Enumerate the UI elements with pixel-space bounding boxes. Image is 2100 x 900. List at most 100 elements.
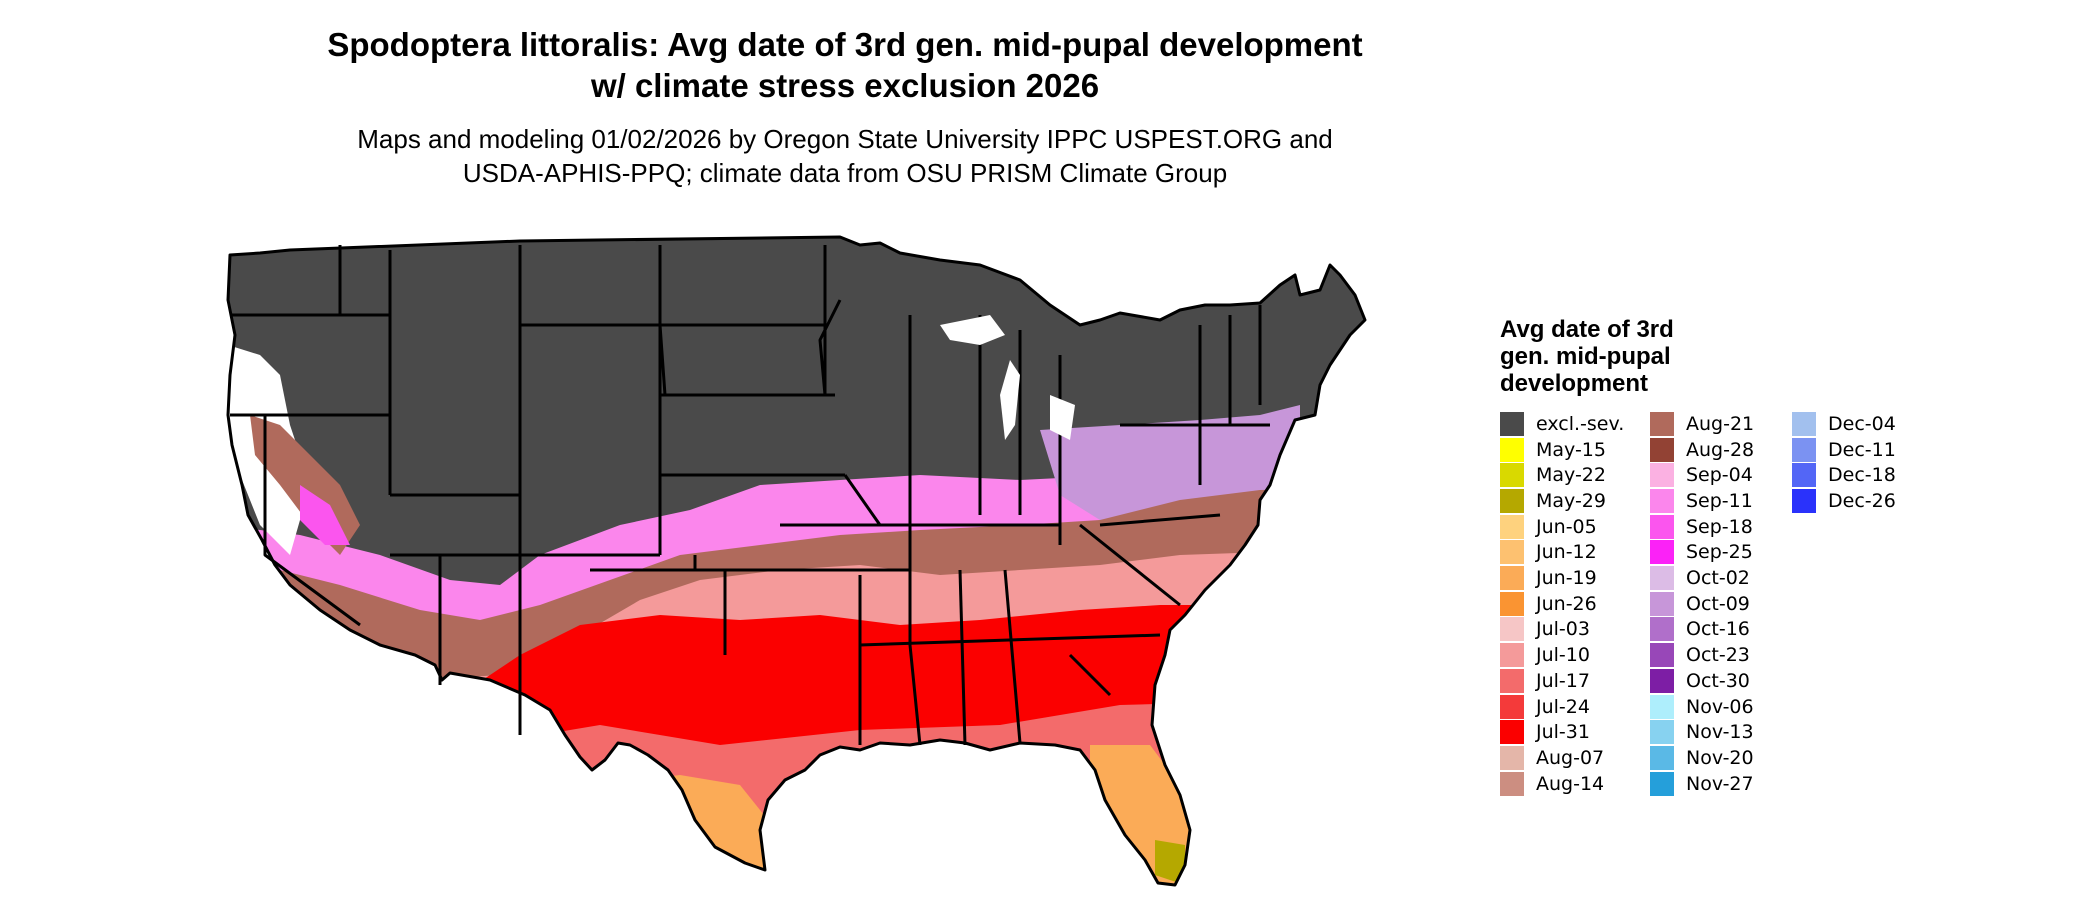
legend-swatch bbox=[1500, 540, 1524, 565]
legend-item: Oct-30 bbox=[1650, 668, 1750, 694]
legend-label: Nov-20 bbox=[1686, 746, 1754, 769]
legend-label: Jun-12 bbox=[1536, 541, 1597, 564]
legend-item: Aug-07 bbox=[1500, 745, 1604, 771]
legend-swatch bbox=[1500, 514, 1524, 539]
legend-item: Aug-21 bbox=[1650, 411, 1754, 437]
legend-item: Aug-14 bbox=[1500, 771, 1604, 797]
legend-item: Jul-24 bbox=[1500, 694, 1590, 720]
legend-item: Jul-31 bbox=[1500, 719, 1590, 745]
legend-swatch bbox=[1500, 566, 1524, 591]
legend-label: Oct-02 bbox=[1686, 567, 1750, 590]
legend-swatch bbox=[1650, 745, 1674, 770]
legend-swatch bbox=[1792, 411, 1816, 436]
map-subtitle-line-1: Maps and modeling 01/02/2026 by Oregon S… bbox=[357, 124, 1333, 154]
map-legend: Avg date of 3rd gen. mid-pupal developme… bbox=[1500, 316, 1920, 811]
legend-label: Dec-26 bbox=[1828, 489, 1896, 512]
legend-label: May-29 bbox=[1536, 489, 1606, 512]
legend-swatch bbox=[1500, 463, 1524, 488]
lake-superior bbox=[940, 315, 1005, 345]
legend-label: Sep-11 bbox=[1686, 489, 1753, 512]
legend-label: Jun-26 bbox=[1536, 592, 1597, 615]
legend-swatch bbox=[1650, 488, 1674, 513]
legend-swatch bbox=[1650, 437, 1674, 462]
legend-item: Dec-04 bbox=[1792, 411, 1896, 437]
state-borders bbox=[226, 235, 1367, 887]
legend-item: Oct-09 bbox=[1650, 591, 1750, 617]
legend-swatch bbox=[1650, 617, 1674, 642]
legend-swatch bbox=[1650, 540, 1674, 565]
legend-label: Oct-16 bbox=[1686, 618, 1750, 641]
legend-swatch bbox=[1500, 411, 1524, 436]
legend-item: Jul-17 bbox=[1500, 668, 1590, 694]
legend-item: Jun-19 bbox=[1500, 565, 1597, 591]
legend-title: Avg date of 3rd gen. mid-pupal developme… bbox=[1500, 316, 1740, 397]
legend-item: Nov-27 bbox=[1650, 771, 1754, 797]
legend-item: Dec-18 bbox=[1792, 462, 1896, 488]
zone-california-pink bbox=[300, 485, 350, 545]
legend-item: Oct-23 bbox=[1650, 642, 1750, 668]
legend-swatch bbox=[1792, 437, 1816, 462]
map-subtitle: Maps and modeling 01/02/2026 by Oregon S… bbox=[0, 122, 1690, 190]
map-title-line-1: Spodoptera littoralis: Avg date of 3rd g… bbox=[327, 26, 1363, 63]
legend-item: Sep-04 bbox=[1650, 462, 1753, 488]
legend-swatch bbox=[1792, 463, 1816, 488]
legend-item: Jun-26 bbox=[1500, 591, 1597, 617]
legend-swatch bbox=[1500, 617, 1524, 642]
great-lakes bbox=[940, 315, 1075, 440]
zone-may bbox=[1155, 840, 1185, 885]
legend-title-line: gen. mid-pupal bbox=[1500, 343, 1671, 370]
legend-label: Aug-07 bbox=[1536, 746, 1605, 769]
legend-label: Aug-14 bbox=[1536, 772, 1605, 795]
legend-label: Sep-04 bbox=[1686, 464, 1753, 487]
legend-label: Nov-06 bbox=[1686, 695, 1754, 718]
legend-swatch bbox=[1500, 745, 1524, 770]
legend-item: Jul-03 bbox=[1500, 617, 1590, 643]
legend-swatch bbox=[1650, 694, 1674, 719]
legend-title-line: Avg date of 3rd bbox=[1500, 316, 1674, 343]
legend-item: Jun-05 bbox=[1500, 514, 1597, 540]
legend-label: Oct-09 bbox=[1686, 592, 1750, 615]
legend-item: Jul-10 bbox=[1500, 642, 1590, 668]
legend-swatch bbox=[1650, 566, 1674, 591]
legend-swatch bbox=[1500, 643, 1524, 668]
legend-swatch bbox=[1500, 668, 1524, 693]
legend-swatch bbox=[1650, 411, 1674, 436]
legend-title-line: development bbox=[1500, 370, 1649, 397]
legend-swatch bbox=[1500, 437, 1524, 462]
legend-item: May-22 bbox=[1500, 462, 1606, 488]
legend-label: Nov-13 bbox=[1686, 721, 1754, 744]
legend-label: Jun-19 bbox=[1536, 567, 1597, 590]
legend-label: Oct-30 bbox=[1686, 669, 1750, 692]
legend-label: Aug-21 bbox=[1686, 412, 1755, 435]
legend-label: Oct-23 bbox=[1686, 644, 1750, 667]
legend-item: Jun-12 bbox=[1500, 540, 1597, 566]
legend-item: Sep-25 bbox=[1650, 540, 1753, 566]
lake-huron bbox=[1050, 395, 1075, 440]
legend-swatch bbox=[1500, 771, 1524, 796]
legend-swatch bbox=[1650, 643, 1674, 668]
legend-swatch bbox=[1500, 694, 1524, 719]
legend-swatch bbox=[1792, 488, 1816, 513]
legend-item: Sep-11 bbox=[1650, 488, 1753, 514]
legend-label: Dec-04 bbox=[1828, 412, 1896, 435]
legend-item: Aug-28 bbox=[1650, 437, 1754, 463]
legend-label: Jul-10 bbox=[1536, 644, 1590, 667]
legend-label: Dec-18 bbox=[1828, 464, 1896, 487]
legend-label: May-15 bbox=[1536, 438, 1606, 461]
legend-swatch bbox=[1650, 514, 1674, 539]
legend-item: Oct-16 bbox=[1650, 617, 1750, 643]
legend-item: Nov-06 bbox=[1650, 694, 1754, 720]
legend-label: Jun-05 bbox=[1536, 515, 1597, 538]
legend-label: Sep-25 bbox=[1686, 541, 1753, 564]
legend-label: excl.-sev. bbox=[1536, 412, 1625, 435]
legend-swatch bbox=[1650, 463, 1674, 488]
legend-item: Dec-11 bbox=[1792, 437, 1896, 463]
legend-swatch bbox=[1650, 591, 1674, 616]
us-map bbox=[226, 235, 1367, 887]
map-subtitle-line-2: USDA-APHIS-PPQ; climate data from OSU PR… bbox=[462, 158, 1228, 188]
legend-item: Oct-02 bbox=[1650, 565, 1750, 591]
legend-swatch bbox=[1500, 488, 1524, 513]
legend-label: Aug-28 bbox=[1686, 438, 1755, 461]
legend-swatch bbox=[1650, 771, 1674, 796]
legend-item: excl.-sev. bbox=[1500, 411, 1624, 437]
